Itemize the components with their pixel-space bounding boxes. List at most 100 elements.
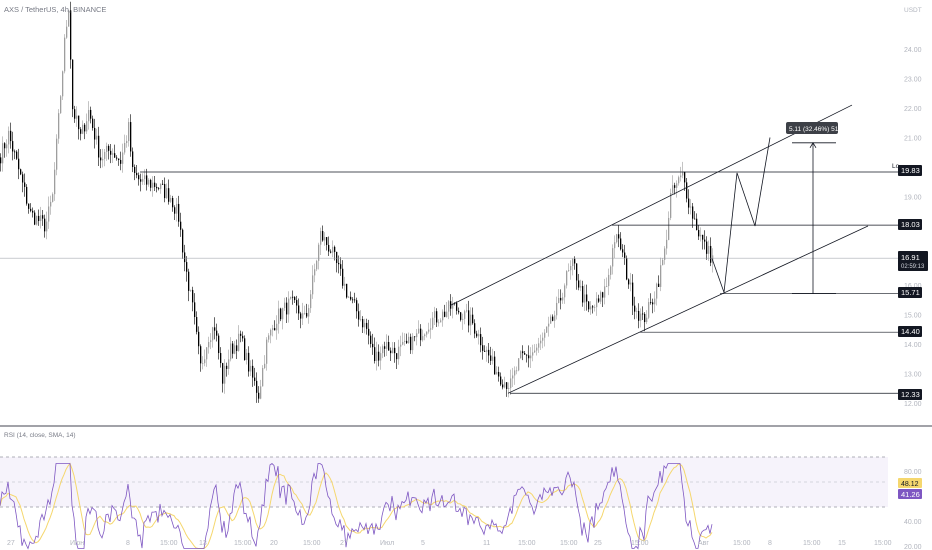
candle — [330, 249, 332, 254]
candle — [498, 366, 500, 382]
candle — [356, 297, 358, 319]
candle — [252, 359, 254, 387]
candle — [410, 333, 412, 354]
candle — [414, 336, 416, 342]
candle — [418, 320, 420, 334]
candle — [398, 339, 400, 365]
candle — [710, 237, 712, 267]
candle — [568, 263, 570, 272]
candle — [16, 150, 18, 161]
candle — [40, 206, 42, 229]
candle — [306, 303, 308, 319]
candle — [134, 164, 136, 181]
candle — [706, 236, 708, 260]
candle — [550, 314, 552, 324]
candle — [596, 292, 598, 316]
symbol-title: AXS / TetherUS, 4h, BINANCE — [4, 5, 106, 14]
candle — [442, 309, 444, 327]
candle — [74, 105, 76, 123]
candle — [544, 329, 546, 347]
candle — [458, 307, 460, 315]
candle — [702, 234, 704, 250]
candle — [258, 386, 260, 403]
rsi-ma-line — [0, 462, 713, 549]
svg-text:12.33: 12.33 — [901, 390, 920, 399]
candle — [376, 341, 378, 371]
candle — [122, 143, 124, 173]
candle — [382, 344, 384, 359]
candle — [604, 278, 606, 305]
candle — [180, 212, 182, 237]
candle — [294, 296, 296, 304]
candle — [214, 317, 216, 340]
candle — [238, 325, 240, 352]
candle — [232, 341, 234, 359]
candle — [660, 257, 662, 292]
candle — [2, 136, 4, 172]
candle — [346, 283, 348, 299]
candle — [578, 274, 580, 291]
candle — [6, 139, 8, 157]
candle — [284, 297, 286, 311]
candle — [28, 203, 30, 214]
candle — [22, 171, 24, 193]
candle — [328, 236, 330, 257]
candle — [168, 179, 170, 205]
projection-path — [711, 137, 771, 293]
candle — [194, 293, 196, 325]
candle — [580, 279, 582, 292]
candle — [216, 323, 218, 342]
candle — [108, 144, 110, 160]
candle — [380, 346, 382, 370]
candle — [540, 334, 542, 350]
candle — [38, 209, 40, 226]
candle — [260, 379, 262, 400]
candle — [516, 366, 518, 375]
svg-text:14.40: 14.40 — [901, 327, 920, 336]
candle — [236, 339, 238, 359]
time-tick-label: 20 — [270, 540, 278, 547]
candle — [638, 303, 640, 329]
candle — [52, 192, 54, 203]
candle — [514, 366, 516, 385]
candle — [642, 306, 644, 321]
candle — [276, 315, 278, 340]
candle — [362, 316, 364, 333]
candle — [164, 177, 166, 203]
candle — [420, 324, 422, 347]
candle — [608, 268, 610, 296]
price-tick-label: 16.00 — [904, 283, 922, 290]
candle — [78, 115, 80, 140]
badge-support-3: 12.33 — [898, 389, 922, 400]
candle — [130, 114, 132, 157]
candle — [524, 351, 526, 355]
rsi-pane — [0, 456, 888, 550]
candle — [250, 360, 252, 376]
candle — [368, 319, 370, 345]
candle — [312, 265, 314, 299]
candle — [622, 244, 624, 258]
candle — [192, 286, 194, 312]
candle — [280, 307, 282, 322]
candle — [286, 297, 288, 324]
price-tick-label: 23.00 — [904, 77, 922, 84]
candle — [390, 347, 392, 361]
candle — [424, 333, 426, 341]
candle — [628, 278, 630, 289]
time-tick-label: 15:00 — [303, 540, 321, 547]
candle — [690, 199, 692, 215]
candle — [440, 318, 442, 323]
candle — [26, 184, 28, 206]
candle — [268, 333, 270, 343]
candle — [554, 310, 556, 328]
candle — [90, 106, 92, 124]
time-axis[interactable]: 27 Июн 8 15:00 13 15:00 20 15:00 27 Июл 5 11 15:00 15… — [7, 540, 892, 547]
candle — [496, 366, 498, 375]
candle — [358, 303, 360, 327]
candle — [178, 195, 180, 227]
candle — [12, 131, 14, 161]
candle — [470, 307, 472, 336]
time-tick-label: 27 — [340, 540, 348, 547]
candles — [0, 1, 714, 403]
